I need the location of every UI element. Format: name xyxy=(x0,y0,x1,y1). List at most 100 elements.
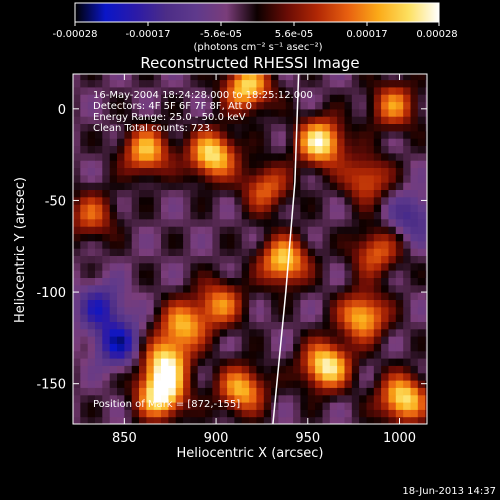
heatmap-cell xyxy=(139,145,147,154)
heatmap-cell xyxy=(109,365,118,374)
heatmap-cell xyxy=(249,189,257,198)
heatmap-cell xyxy=(300,116,309,124)
heatmap-cell xyxy=(256,160,265,168)
heatmap-cell xyxy=(337,182,345,190)
heatmap-cell xyxy=(131,218,140,227)
heatmap-cell xyxy=(256,152,265,161)
heatmap-cell xyxy=(337,306,345,315)
heatmap-cell xyxy=(139,365,147,374)
heatmap-cell xyxy=(388,218,397,227)
heatmap-cell xyxy=(153,160,162,168)
heatmap-cell xyxy=(73,350,81,359)
heatmap-cell xyxy=(95,174,103,183)
heatmap-cell xyxy=(359,138,367,146)
heatmap-cell xyxy=(344,182,353,190)
heatmap-cell xyxy=(256,402,265,410)
heatmap-cell xyxy=(146,101,155,110)
heatmap-cell xyxy=(395,182,404,190)
heatmap-cell xyxy=(300,152,309,161)
heatmap-cell xyxy=(351,94,360,103)
heatmap-cell xyxy=(271,321,279,330)
heatmap-cell xyxy=(102,226,111,234)
heatmap-cell xyxy=(117,299,125,308)
heatmap-cell xyxy=(95,343,103,352)
heatmap-cell xyxy=(285,86,294,95)
heatmap-cell xyxy=(95,321,103,330)
heatmap-cell xyxy=(256,387,265,396)
heatmap-cell xyxy=(388,284,397,293)
colorbar-tick-label: -0.00017 xyxy=(126,29,171,40)
heatmap-cell xyxy=(197,182,206,190)
heatmap-cell xyxy=(337,226,345,234)
heatmap-cell xyxy=(153,394,162,403)
heatmap-cell xyxy=(234,409,243,418)
heatmap-cell xyxy=(307,123,316,132)
heatmap-cell xyxy=(80,204,89,212)
heatmap-cell xyxy=(197,336,206,344)
heatmap-cell xyxy=(197,123,206,132)
heatmap-cell xyxy=(329,292,338,300)
heatmap-cell xyxy=(256,116,265,124)
heatmap-cell xyxy=(417,350,426,359)
heatmap-cell xyxy=(293,387,301,396)
heatmap-cell xyxy=(373,394,382,403)
y-tick-label: -150 xyxy=(36,378,66,393)
heatmap-cell xyxy=(300,196,309,205)
heatmap-cell xyxy=(168,130,177,139)
heatmap-cell xyxy=(329,226,338,234)
heatmap-cell xyxy=(329,79,338,88)
heatmap-cell xyxy=(395,321,404,330)
heatmap-cell xyxy=(183,108,191,117)
heatmap-cell xyxy=(388,299,397,308)
heatmap-cell xyxy=(175,138,184,146)
heatmap-cell xyxy=(403,394,412,403)
heatmap-cell xyxy=(322,74,331,81)
heatmap-cell xyxy=(117,240,125,249)
heatmap-cell xyxy=(183,365,191,374)
heatmap-cell xyxy=(102,167,111,176)
heatmap-cell xyxy=(175,86,184,95)
heatmap-cell xyxy=(117,402,125,410)
heatmap-cell xyxy=(175,292,184,300)
heatmap-cell xyxy=(315,270,323,278)
heatmap-cell xyxy=(80,336,89,344)
heatmap-cell xyxy=(329,328,338,337)
heatmap-cell xyxy=(351,189,360,198)
heatmap-cell xyxy=(102,262,111,271)
heatmap-cell xyxy=(234,365,243,374)
heatmap-cell xyxy=(95,416,103,424)
heatmap-cell xyxy=(205,189,213,198)
heatmap-cell xyxy=(322,116,331,124)
heatmap-cell xyxy=(197,299,206,308)
heatmap-cell xyxy=(249,233,257,242)
heatmap-cell xyxy=(190,145,199,154)
heatmap-cell xyxy=(373,402,382,410)
heatmap-cell xyxy=(190,108,199,117)
heatmap-cell xyxy=(256,174,265,183)
heatmap-cell xyxy=(366,380,375,388)
heatmap-cell xyxy=(95,74,103,81)
colorbar-tick-label: 0.00028 xyxy=(416,29,457,40)
heatmap-cell xyxy=(403,145,412,154)
heatmap-cell xyxy=(351,299,360,308)
heatmap-cell xyxy=(80,270,89,278)
heatmap-cell xyxy=(381,123,389,132)
heatmap-cell xyxy=(131,248,140,256)
heatmap-cell xyxy=(381,79,389,88)
heatmap-cell xyxy=(388,394,397,403)
heatmap-cell xyxy=(249,350,257,359)
heatmap-cell xyxy=(124,358,133,366)
heatmap-cell xyxy=(219,416,228,424)
heatmap-cell xyxy=(388,108,397,117)
heatmap-cell xyxy=(227,211,235,220)
heatmap-cell xyxy=(293,189,301,198)
heatmap-cell xyxy=(417,101,426,110)
annotation-block: 16-May-2004 18:24:28.000 to 18:25:12.000… xyxy=(93,90,313,410)
heatmap-cell xyxy=(285,74,294,81)
heatmap-cell xyxy=(307,380,316,388)
heatmap-cell xyxy=(388,174,397,183)
heatmap-cell xyxy=(117,372,125,381)
heatmap-cell xyxy=(344,255,353,264)
heatmap-cell xyxy=(425,226,427,234)
heatmap-cell xyxy=(131,174,140,183)
